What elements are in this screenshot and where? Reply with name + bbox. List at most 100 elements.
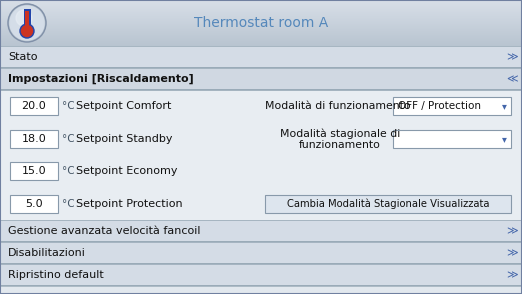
Bar [0,4,522,6]
Bar [0,264,522,286]
Bar [0,26,522,28]
Bar [0,6,522,8]
Bar [0,13,522,14]
Bar [0,43,522,44]
Text: Setpoint Comfort: Setpoint Comfort [76,101,171,111]
Bar [10,162,58,180]
Bar [0,15,522,16]
Text: 18.0: 18.0 [21,134,46,144]
Bar [0,19,522,21]
Bar [0,40,522,41]
Bar [0,1,522,3]
Bar [0,33,522,34]
Bar [0,35,522,36]
Bar [0,39,522,41]
Bar [10,97,58,115]
Bar [0,25,522,26]
Bar [0,263,522,264]
Bar [0,9,522,11]
Text: ≫: ≫ [506,226,518,236]
Bar [0,34,522,36]
Bar [0,21,522,23]
Bar [0,0,522,1]
Circle shape [16,10,32,26]
Bar [10,195,58,213]
Text: ≫: ≫ [506,52,518,62]
Bar [0,89,522,90]
Bar [0,18,522,19]
Bar [0,17,522,19]
Bar [0,41,522,43]
Bar [0,220,522,242]
Bar [0,29,522,31]
Bar [0,3,522,4]
Bar [0,12,522,14]
Text: Ripristino default: Ripristino default [8,270,104,280]
Text: ▾: ▾ [502,101,506,111]
Bar [0,37,522,39]
Bar [25,11,29,29]
Circle shape [21,26,32,36]
Text: °C: °C [62,101,75,111]
Text: °C: °C [62,166,75,176]
Bar [0,46,522,68]
Text: funzionamento: funzionamento [299,140,381,150]
Bar [0,44,522,46]
Text: Modalità di funzionamento: Modalità di funzionamento [265,101,411,111]
Bar [0,38,522,39]
Text: °C: °C [62,199,75,209]
Text: Setpoint Economy: Setpoint Economy [76,166,177,176]
Text: 15.0: 15.0 [22,166,46,176]
Bar [0,36,522,38]
Bar [10,130,58,148]
Bar [0,7,522,9]
Bar [0,11,522,13]
Bar [0,67,522,68]
Bar [0,241,522,242]
Text: OFF / Protection: OFF / Protection [398,101,481,111]
Circle shape [20,24,34,38]
Bar [0,32,522,34]
Text: Thermostat room A: Thermostat room A [194,16,328,30]
Text: Modalità stagionale di: Modalità stagionale di [280,128,400,139]
Text: Gestione avanzata velocità fancoil: Gestione avanzata velocità fancoil [8,226,200,236]
Bar [0,242,522,264]
Bar [0,27,522,29]
Bar [0,42,522,44]
Bar [0,28,522,29]
Bar [0,45,522,46]
Bar [0,10,522,11]
Text: Setpoint Standby: Setpoint Standby [76,134,172,144]
Bar [393,97,511,115]
Text: Stato: Stato [8,52,38,62]
Text: Setpoint Protection: Setpoint Protection [76,199,183,209]
Bar [0,14,522,16]
Circle shape [10,6,44,40]
Bar [0,30,522,31]
Bar [0,2,522,4]
Bar [0,285,522,286]
Bar [0,90,522,220]
Bar [0,23,522,24]
Bar [0,8,522,9]
Bar [23,9,30,28]
Bar [0,24,522,26]
Bar [0,5,522,6]
Text: 20.0: 20.0 [21,101,46,111]
Text: Impostazioni [Riscaldamento]: Impostazioni [Riscaldamento] [8,74,194,84]
Text: 5.0: 5.0 [25,199,43,209]
Text: °C: °C [62,134,75,144]
Bar [0,16,522,18]
Text: ▾: ▾ [502,134,506,144]
Bar [0,20,522,21]
Bar [265,195,511,213]
Bar [0,31,522,33]
Text: ≫: ≫ [506,270,518,280]
Bar [0,68,522,90]
Text: ≪: ≪ [506,74,518,84]
Bar [393,130,511,148]
Bar [0,22,522,24]
Text: Disabilitazioni: Disabilitazioni [8,248,86,258]
Circle shape [8,4,46,42]
Text: ≫: ≫ [506,248,518,258]
